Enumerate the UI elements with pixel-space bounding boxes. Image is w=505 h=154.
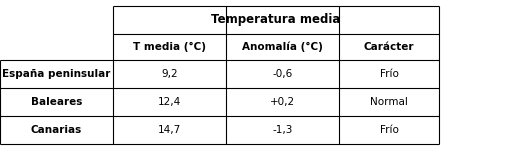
Text: Anomalía (°C): Anomalía (°C) [242, 42, 323, 52]
Text: -0,6: -0,6 [272, 69, 292, 79]
Text: Carácter: Carácter [364, 42, 414, 52]
Text: Canarias: Canarias [31, 125, 82, 135]
Text: 9,2: 9,2 [161, 69, 178, 79]
Text: Temperatura media: Temperatura media [211, 14, 341, 26]
Text: Normal: Normal [370, 97, 408, 107]
Text: T media (°C): T media (°C) [133, 42, 206, 52]
Text: Frío: Frío [380, 125, 398, 135]
Text: Frío: Frío [380, 69, 398, 79]
Text: -1,3: -1,3 [272, 125, 293, 135]
Text: España peninsular: España peninsular [3, 69, 111, 79]
Text: 12,4: 12,4 [158, 97, 181, 107]
Text: 14,7: 14,7 [158, 125, 181, 135]
Text: Baleares: Baleares [31, 97, 82, 107]
Text: +0,2: +0,2 [270, 97, 295, 107]
